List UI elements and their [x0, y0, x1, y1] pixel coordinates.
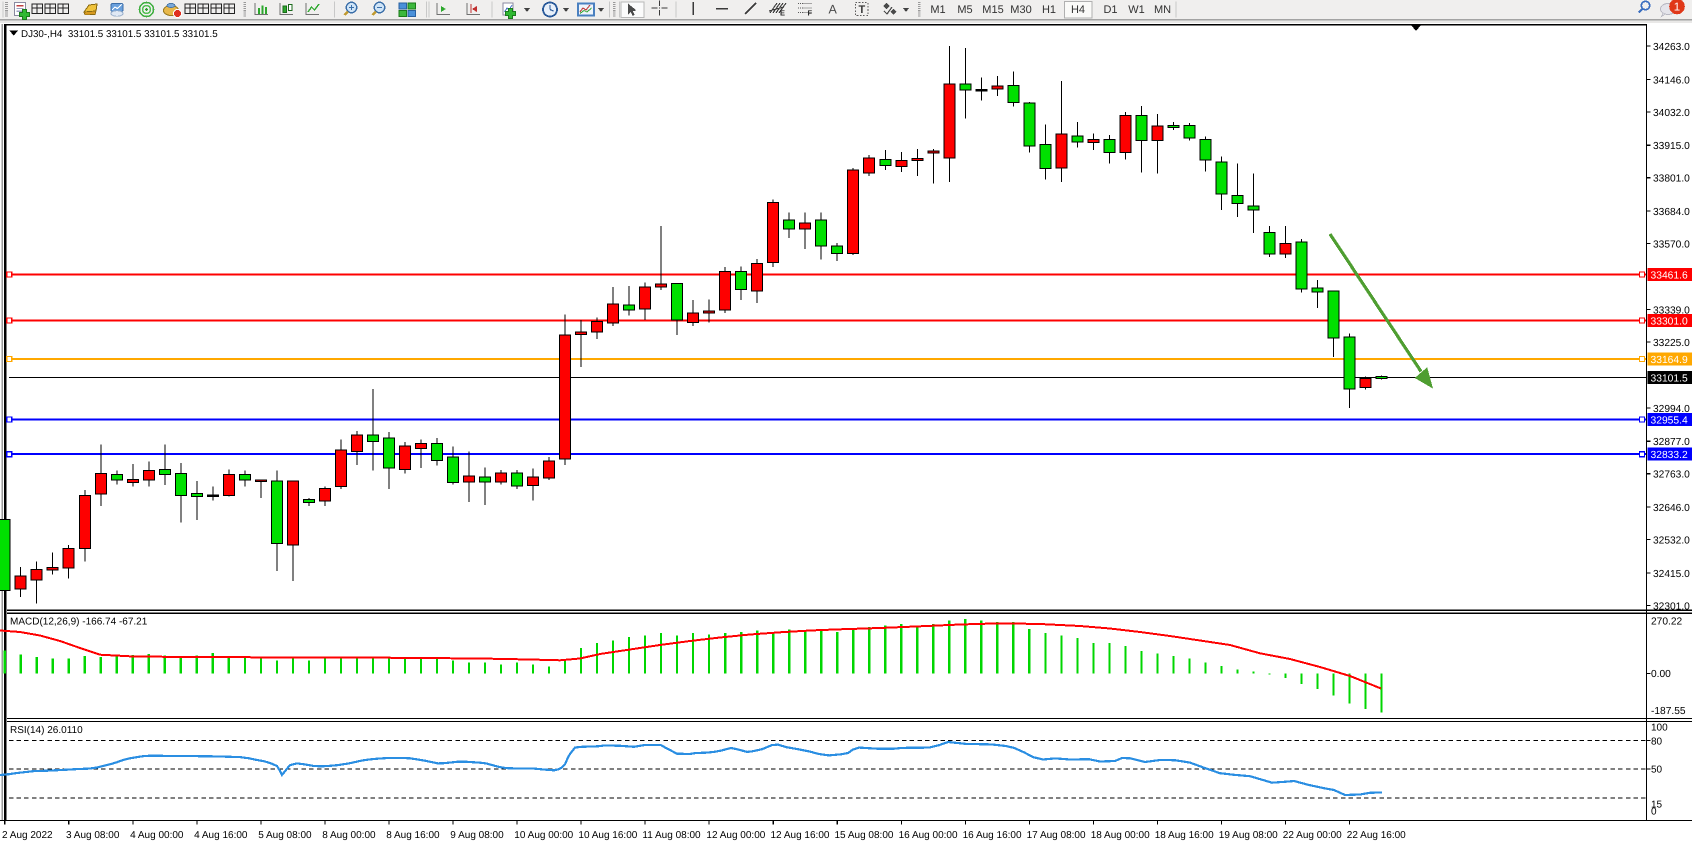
svg-text:9 Aug 08:00: 9 Aug 08:00	[450, 830, 504, 841]
svg-text:33301.0: 33301.0	[1651, 317, 1688, 328]
svg-text:M30: M30	[1010, 4, 1031, 16]
svg-text:34032.0: 34032.0	[1653, 108, 1690, 119]
svg-text:32415.0: 32415.0	[1653, 569, 1690, 580]
svg-text:34263.0: 34263.0	[1653, 42, 1690, 53]
svg-text:80: 80	[1651, 737, 1663, 748]
svg-text:15: 15	[1651, 800, 1663, 811]
svg-text:50: 50	[1651, 765, 1663, 776]
svg-text:33684.0: 33684.0	[1653, 207, 1690, 218]
svg-text:33461.6: 33461.6	[1651, 271, 1688, 282]
svg-text:11 Aug 08:00: 11 Aug 08:00	[642, 830, 701, 841]
svg-text:8 Aug 00:00: 8 Aug 00:00	[322, 830, 376, 841]
svg-text:-187.55: -187.55	[1651, 706, 1686, 717]
svg-text:10 Aug 00:00: 10 Aug 00:00	[514, 830, 573, 841]
svg-text:M1: M1	[930, 4, 945, 16]
svg-text:32994.0: 32994.0	[1653, 404, 1690, 415]
svg-text:E: E	[780, 9, 785, 18]
svg-text:1: 1	[1674, 2, 1680, 14]
svg-text:33101.5: 33101.5	[1651, 373, 1688, 384]
svg-text:H1: H1	[1042, 4, 1056, 16]
svg-text:3 Aug 08:00: 3 Aug 08:00	[66, 830, 120, 841]
svg-text:0.00: 0.00	[1651, 669, 1671, 680]
svg-text:32301.0: 32301.0	[1653, 601, 1690, 612]
svg-text:W1: W1	[1128, 4, 1145, 16]
svg-text:D1: D1	[1103, 4, 1117, 16]
svg-text:32763.0: 32763.0	[1653, 470, 1690, 481]
svg-text:DJ30-,H4 33101.5 33101.5 3310: DJ30-,H4 33101.5 33101.5 33101.5 33101.5	[21, 29, 218, 40]
svg-text:4 Aug 16:00: 4 Aug 16:00	[194, 830, 248, 841]
svg-text:33801.0: 33801.0	[1653, 174, 1690, 185]
svg-text:32833.2: 32833.2	[1651, 450, 1688, 461]
svg-text:RSI(14) 26.0110: RSI(14) 26.0110	[10, 725, 83, 736]
svg-text:MN: MN	[1154, 4, 1171, 16]
svg-text:H4: H4	[1071, 4, 1085, 16]
svg-text:22 Aug 00:00: 22 Aug 00:00	[1283, 830, 1342, 841]
svg-text:33225.0: 33225.0	[1653, 338, 1690, 349]
svg-text:33339.0: 33339.0	[1653, 306, 1690, 317]
svg-text:4 Aug 00:00: 4 Aug 00:00	[130, 830, 184, 841]
svg-text:100: 100	[1651, 723, 1668, 734]
svg-text:M5: M5	[957, 4, 972, 16]
svg-text:F: F	[808, 9, 813, 18]
svg-text:8 Aug 16:00: 8 Aug 16:00	[386, 830, 440, 841]
svg-text:22 Aug 16:00: 22 Aug 16:00	[1347, 830, 1406, 841]
svg-text:17 Aug 08:00: 17 Aug 08:00	[1027, 830, 1086, 841]
svg-text:2 Aug 2022: 2 Aug 2022	[2, 830, 53, 841]
svg-text:32646.0: 32646.0	[1653, 503, 1690, 514]
svg-text:270.22: 270.22	[1651, 617, 1682, 628]
svg-text:32955.4: 32955.4	[1651, 416, 1688, 427]
svg-text:33570.0: 33570.0	[1653, 240, 1690, 251]
svg-text:33915.0: 33915.0	[1653, 141, 1690, 152]
svg-text:0: 0	[1651, 807, 1657, 818]
svg-text:16 Aug 00:00: 16 Aug 00:00	[899, 830, 958, 841]
svg-text:15 Aug 08:00: 15 Aug 08:00	[835, 830, 894, 841]
svg-text:T: T	[859, 4, 866, 16]
svg-text:34146.0: 34146.0	[1653, 75, 1690, 86]
svg-text:18 Aug 16:00: 18 Aug 16:00	[1155, 830, 1214, 841]
svg-text:M15: M15	[982, 4, 1003, 16]
svg-text:A: A	[829, 3, 838, 17]
svg-text:5 Aug 08:00: 5 Aug 08:00	[258, 830, 312, 841]
svg-text:32532.0: 32532.0	[1653, 536, 1690, 547]
svg-text:16 Aug 16:00: 16 Aug 16:00	[963, 830, 1022, 841]
svg-text:33164.9: 33164.9	[1651, 355, 1688, 366]
svg-text:18 Aug 00:00: 18 Aug 00:00	[1091, 830, 1150, 841]
svg-text:19 Aug 08:00: 19 Aug 08:00	[1219, 830, 1278, 841]
svg-text:32877.0: 32877.0	[1653, 437, 1690, 448]
svg-text:12 Aug 00:00: 12 Aug 00:00	[706, 830, 765, 841]
svg-text:MACD(12,26,9) -166.74 -67.21: MACD(12,26,9) -166.74 -67.21	[10, 617, 148, 628]
svg-text:10 Aug 16:00: 10 Aug 16:00	[578, 830, 637, 841]
svg-text:12 Aug 16:00: 12 Aug 16:00	[771, 830, 830, 841]
